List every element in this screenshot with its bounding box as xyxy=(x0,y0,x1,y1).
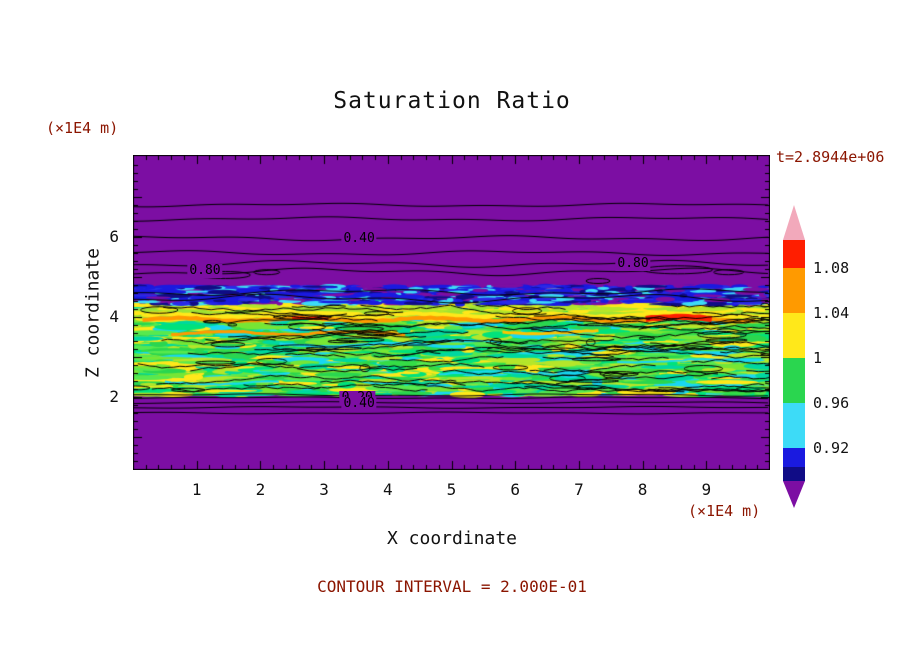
x-tick-label: 2 xyxy=(255,480,266,499)
colorbar-arrow-bottom xyxy=(783,481,805,508)
colorbar-segment xyxy=(783,403,805,448)
x-tick-label: 5 xyxy=(446,480,457,499)
contour-interval-note: CONTOUR INTERVAL = 2.000E-01 xyxy=(317,577,587,596)
colorbar-segment xyxy=(783,358,805,403)
x-tick-label: 1 xyxy=(191,480,202,499)
contour-label: 0.80 xyxy=(187,263,223,278)
x-tick-label: 4 xyxy=(382,480,393,499)
colorbar-tick-label: 1.04 xyxy=(813,304,850,322)
colorbar-tick-label: 1.08 xyxy=(813,259,850,277)
x-tick-label: 3 xyxy=(319,480,329,499)
colorbar-segment xyxy=(783,313,805,358)
colorbar-tick-label: 1 xyxy=(813,349,823,367)
y-tick-label: 4 xyxy=(109,307,119,326)
chart-title: Saturation Ratio xyxy=(333,88,571,114)
x-tick-label: 9 xyxy=(701,480,712,499)
colorbar-segment xyxy=(783,467,805,481)
x-tick-label: 7 xyxy=(574,480,584,499)
colorbar-tick-label: 0.96 xyxy=(813,394,850,412)
y-axis-unit: (×1E4 m) xyxy=(46,119,119,137)
colorbar-arrow-top xyxy=(783,205,805,240)
contour-label: 0.40 xyxy=(341,231,377,246)
time-label: t=2.8944e+06 xyxy=(776,148,885,166)
colorbar xyxy=(783,205,805,508)
x-axis-title: X coordinate xyxy=(386,528,518,549)
y-tick-label: 6 xyxy=(109,227,119,246)
contour-label: 0.80 xyxy=(615,255,651,271)
colorbar-tick-label: 0.92 xyxy=(813,439,850,457)
x-axis-unit: (×1E4 m) xyxy=(688,502,761,520)
x-tick-label: 8 xyxy=(637,480,648,499)
contour-plot-canvas xyxy=(133,155,770,470)
x-tick-label: 6 xyxy=(510,480,521,499)
y-tick-label: 2 xyxy=(109,387,119,406)
colorbar-segment xyxy=(783,268,805,313)
colorbar-segment xyxy=(783,448,805,467)
contour-label: 0.40 xyxy=(341,396,377,412)
colorbar-segment xyxy=(783,240,805,268)
